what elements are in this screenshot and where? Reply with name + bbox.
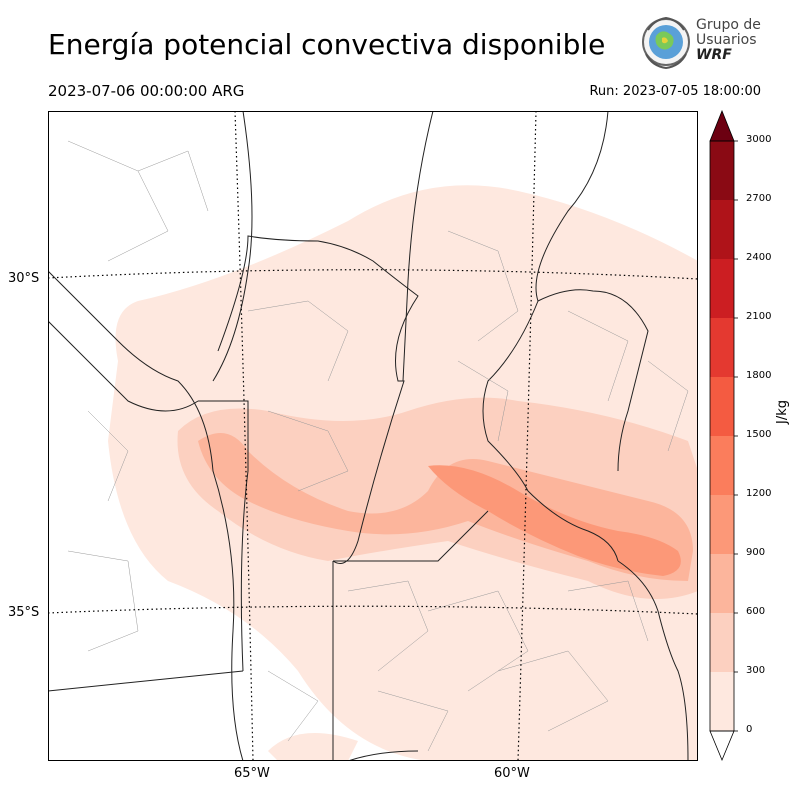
cape-map	[48, 111, 698, 761]
colorbar-band	[710, 672, 734, 731]
colorbar-band	[710, 318, 734, 377]
colorbar-tick-label: 2400	[746, 252, 772, 263]
valid-time: 2023-07-06 00:00:00 ARG	[48, 82, 245, 100]
colorbar-tick-label: 300	[746, 665, 766, 676]
colorbar-extend-max	[709, 110, 735, 142]
colorbar-band	[710, 554, 734, 613]
colorbar-band	[710, 436, 734, 495]
colorbar-tick-label: 2700	[746, 193, 772, 204]
colorbar-tick-label: 1800	[746, 370, 772, 381]
colorbar-tick-label: 1500	[746, 429, 772, 440]
lon-label-60w: 60°W	[494, 766, 530, 781]
logo-line-3: WRF	[696, 47, 732, 63]
colorbar-band	[710, 259, 734, 318]
colorbar-band	[710, 613, 734, 672]
lon-label-65w: 65°W	[234, 766, 270, 781]
admin-boundaries	[48, 111, 689, 761]
lat-label-35s: 35°S	[8, 605, 40, 620]
globe-logo-icon	[642, 16, 690, 70]
graticule	[48, 111, 698, 761]
wrf-logo: Grupo de Usuarios WRF	[638, 14, 768, 74]
colorbar-band	[710, 141, 734, 200]
colorbar-tick-label: 1200	[746, 488, 772, 499]
colorbar-tick-label: 0	[746, 724, 753, 735]
map-title: Energía potencial convectiva disponible	[48, 28, 606, 61]
logo-line-1: Grupo de	[696, 17, 761, 33]
colorbar-tick-label: 3000	[746, 134, 772, 145]
colorbar-extend-min	[709, 730, 735, 762]
colorbar-band	[710, 495, 734, 554]
colorbar	[709, 110, 738, 762]
logo-line-2: Usuarios	[696, 32, 757, 48]
colorbar-tick-label: 2100	[746, 311, 772, 322]
colorbar-tick-label: 600	[746, 606, 766, 617]
lat-label-30s: 30°S	[8, 271, 40, 286]
run-time: Run: 2023-07-05 18:00:00	[589, 84, 761, 99]
colorbar-band	[710, 377, 734, 436]
colorbar-band	[710, 200, 734, 259]
department-lines	[67, 140, 689, 752]
colorbar-unit: J/kg	[775, 400, 790, 424]
colorbar-tick-label: 900	[746, 547, 766, 558]
cape-fill-900-1200	[428, 465, 681, 576]
